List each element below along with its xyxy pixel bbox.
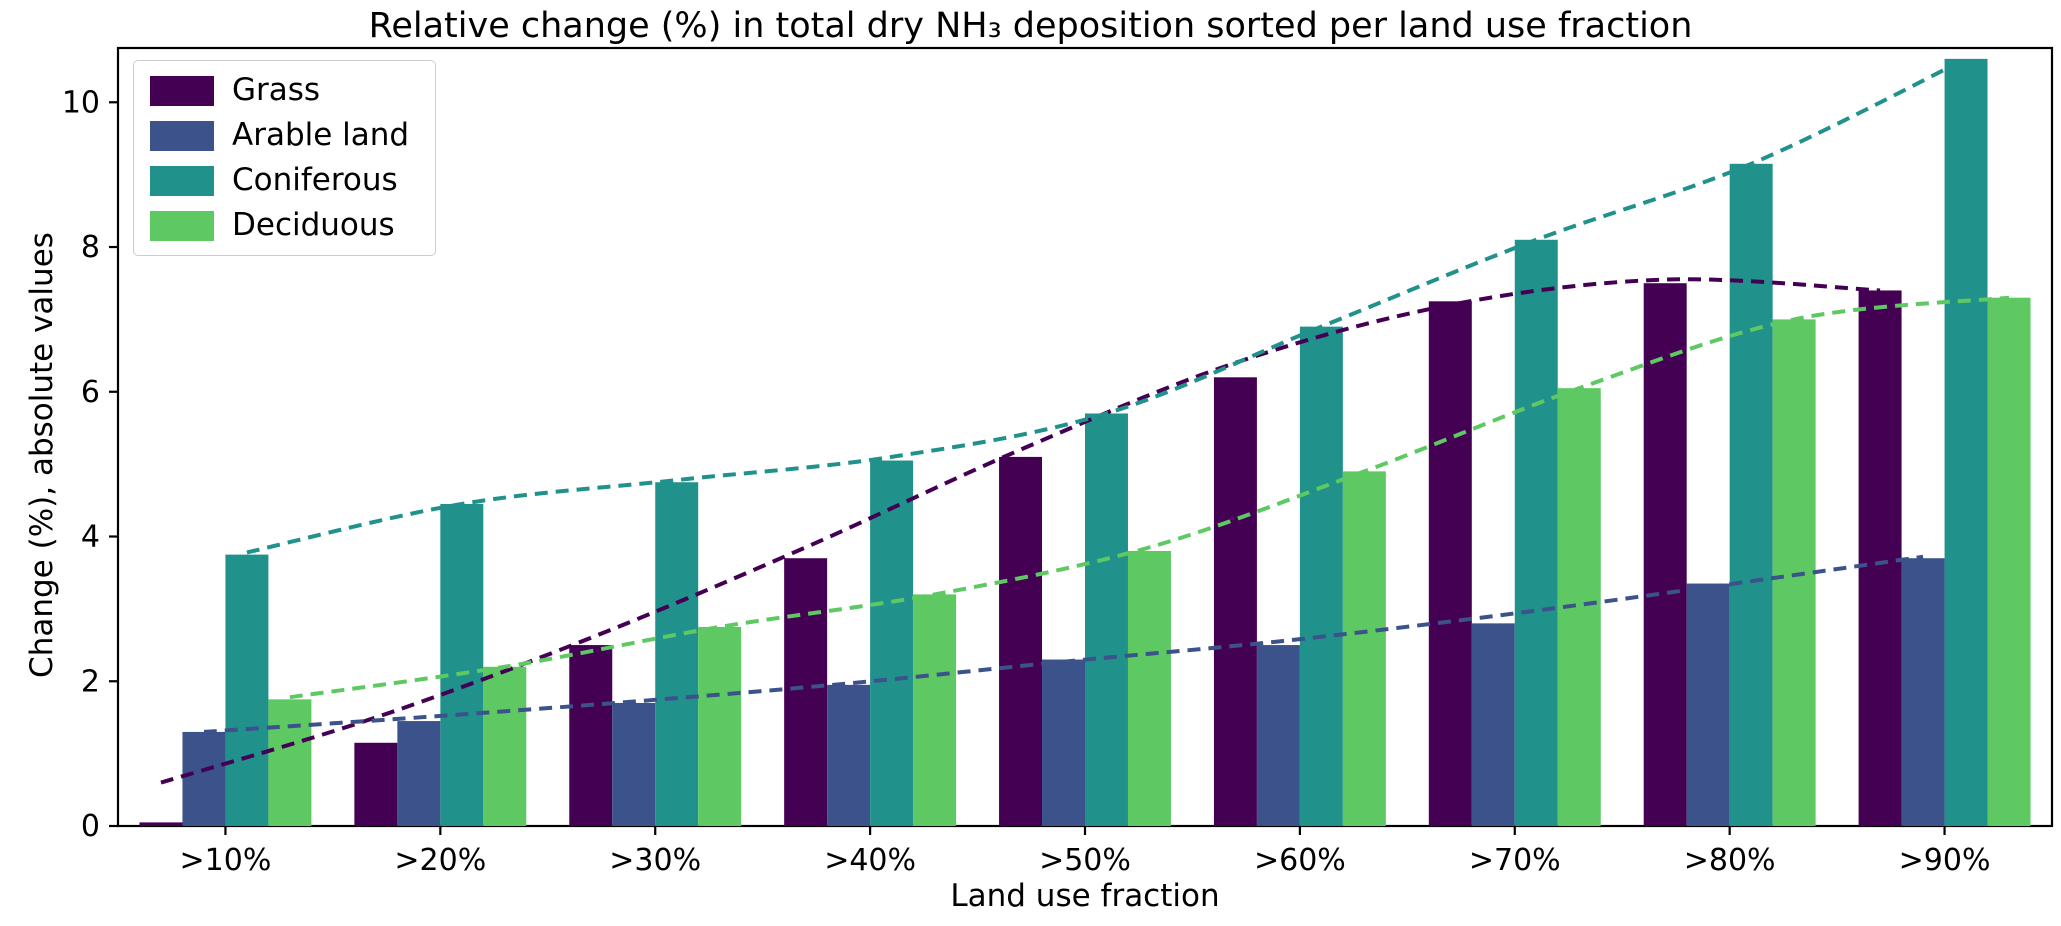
bar-grass-60	[1213, 377, 1257, 826]
bar-coniferous-90	[1944, 58, 1988, 826]
bar-arable-land-50	[1042, 659, 1085, 826]
x-tick-label: >20%	[394, 843, 486, 878]
legend-entry-grass: Grass	[150, 75, 409, 106]
bar-coniferous-80	[1729, 163, 1773, 826]
y-tick-label: 6	[81, 375, 100, 410]
bar-grass-50	[999, 456, 1043, 826]
bar-arable-land-40	[827, 684, 871, 826]
x-tick-label: >60%	[1254, 843, 1346, 878]
legend-label-deciduous: Deciduous	[232, 207, 395, 243]
bar-deciduous-60	[1342, 471, 1386, 826]
bar-deciduous-80	[1772, 319, 1816, 826]
bar-arable-land-90	[1901, 558, 1945, 826]
y-tick-label: 2	[81, 664, 100, 699]
bar-coniferous-60	[1299, 326, 1343, 826]
legend-entry-arable-land: Arable land	[150, 120, 409, 151]
legend: Grass Arable land Coniferous Deciduous	[133, 60, 437, 256]
bar-arable-land-80	[1686, 583, 1730, 826]
bar-coniferous-70	[1514, 239, 1558, 827]
bar-arable-land-10	[182, 731, 226, 826]
bar-deciduous-30	[698, 626, 742, 826]
x-tick-label: >90%	[1899, 843, 1991, 878]
bar-coniferous-50	[1085, 413, 1128, 826]
bar-deciduous-50	[1127, 550, 1171, 826]
bar-arable-land-60	[1256, 645, 1300, 826]
x-tick-label: >10%	[180, 843, 272, 878]
x-tick-label: >70%	[1469, 843, 1561, 878]
bar-deciduous-90	[1987, 297, 2031, 826]
bar-grass-30	[569, 645, 613, 826]
legend-label-coniferous: Coniferous	[232, 162, 398, 198]
legend-entry-deciduous: Deciduous	[150, 210, 409, 241]
trend-line-grass	[160, 277, 1881, 785]
legend-swatch-deciduous	[150, 210, 214, 241]
bar-coniferous-40	[870, 460, 914, 826]
bar-grass-70	[1428, 301, 1472, 826]
bar-arable-land-20	[397, 721, 441, 826]
y-tick-label: 10	[62, 85, 100, 120]
x-axis-label: Land use fraction	[950, 878, 1220, 914]
x-tick-label: >80%	[1684, 843, 1776, 878]
trend-line-coniferous	[246, 57, 1967, 555]
trend-line-arable-land	[203, 554, 1924, 734]
x-tick-label: >30%	[609, 843, 701, 878]
legend-label-arable-land: Arable land	[232, 117, 410, 153]
legend-swatch-grass	[150, 75, 214, 106]
bar-deciduous-20	[483, 666, 527, 826]
x-tick-label: >40%	[824, 843, 916, 878]
bar-arable-land-70	[1471, 623, 1515, 826]
bar-coniferous-30	[655, 482, 699, 826]
bar-deciduous-10	[268, 699, 312, 826]
legend-swatch-arable-land	[150, 120, 214, 151]
chart-title: Relative change (%) in total dry NH₃ dep…	[368, 6, 1693, 46]
y-tick-label: 8	[81, 230, 100, 265]
bar-grass-80	[1643, 283, 1687, 826]
bar-arable-land-30	[612, 702, 656, 826]
y-tick-label: 4	[81, 520, 100, 555]
bar-coniferous-10	[225, 554, 269, 826]
x-tick-label: >50%	[1039, 843, 1131, 878]
bar-grass-20	[354, 742, 398, 826]
y-tick-label: 0	[81, 809, 100, 844]
bar-grass-10	[139, 822, 183, 826]
legend-entry-coniferous: Coniferous	[150, 165, 409, 196]
legend-label-grass: Grass	[232, 72, 321, 108]
legend-swatch-coniferous	[150, 165, 214, 196]
bar-deciduous-40	[913, 594, 957, 826]
bar-grass-90	[1858, 290, 1902, 826]
bar-grass-40	[784, 558, 828, 826]
bar-coniferous-20	[440, 503, 484, 826]
